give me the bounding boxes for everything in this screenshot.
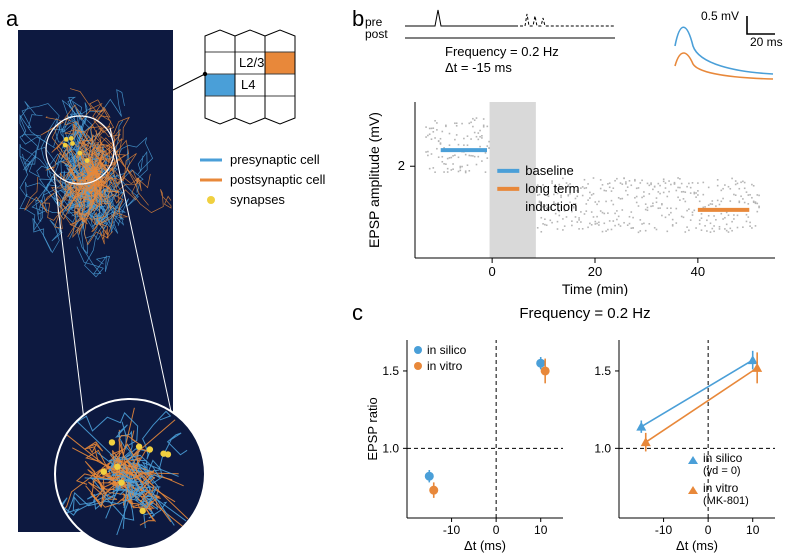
svg-text:1.0: 1.0 — [382, 441, 399, 455]
svg-text:Δt (ms): Δt (ms) — [464, 538, 506, 553]
svg-text:10: 10 — [746, 523, 760, 537]
svg-text:presynaptic cell: presynaptic cell — [230, 152, 320, 167]
svg-text:in vitro: in vitro — [703, 481, 739, 495]
svg-text:baseline: baseline — [525, 163, 573, 178]
svg-text:1.5: 1.5 — [382, 364, 399, 378]
svg-text:Frequency = 0.2 Hz: Frequency = 0.2 Hz — [519, 305, 650, 322]
svg-text:post: post — [365, 27, 388, 41]
svg-text:40: 40 — [691, 264, 705, 279]
svg-text:0: 0 — [705, 523, 712, 537]
svg-text:(γd = 0): (γd = 0) — [703, 465, 741, 477]
svg-text:in vitro: in vitro — [427, 359, 463, 373]
svg-text:Δt = -15 ms: Δt = -15 ms — [445, 60, 512, 75]
svg-text:postsynaptic cell: postsynaptic cell — [230, 172, 325, 187]
svg-text:EPSP ratio: EPSP ratio — [365, 397, 380, 460]
svg-text:1.0: 1.0 — [594, 441, 611, 455]
svg-text:2: 2 — [398, 158, 405, 173]
svg-text:long term: long term — [525, 181, 579, 196]
svg-text:in silico: in silico — [427, 343, 467, 357]
svg-text:in silico: in silico — [703, 451, 743, 465]
svg-text:20 ms: 20 ms — [750, 35, 783, 49]
svg-text:1.5: 1.5 — [594, 364, 611, 378]
svg-text:-10: -10 — [443, 523, 461, 537]
svg-text:0: 0 — [493, 523, 500, 537]
svg-text:EPSP amplitude (mV): EPSP amplitude (mV) — [366, 112, 382, 248]
panel-c: Frequency = 0.2 Hz -10 0 10 1.0 1.5 Δt (ms) EPS… — [355, 300, 795, 555]
svg-text:10: 10 — [534, 523, 548, 537]
svg-text:L2/3: L2/3 — [239, 55, 264, 70]
svg-text:0.5 mV: 0.5 mV — [701, 9, 739, 23]
svg-text:synapses: synapses — [230, 192, 285, 207]
svg-text:Δt (ms): Δt (ms) — [676, 538, 718, 553]
svg-text:Time (min): Time (min) — [562, 281, 628, 296]
svg-text:Frequency = 0.2 Hz: Frequency = 0.2 Hz — [445, 44, 559, 59]
svg-text:(MK-801): (MK-801) — [703, 495, 749, 507]
svg-text:L4: L4 — [241, 77, 255, 92]
svg-text:-10: -10 — [655, 523, 673, 537]
panel-a: L2/3 L4 presynaptic cell postsynaptic cell s… — [0, 10, 340, 550]
svg-text:induction: induction — [525, 199, 577, 214]
svg-text:20: 20 — [588, 264, 602, 279]
svg-text:0: 0 — [489, 264, 496, 279]
panel-b: prepostFrequency = 0.2 HzΔt = -15 ms0.5 … — [355, 6, 795, 296]
